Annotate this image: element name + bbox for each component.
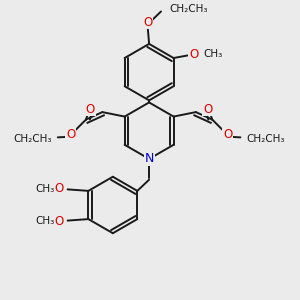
Text: CH₂CH₃: CH₂CH₃ bbox=[13, 134, 52, 144]
Text: N: N bbox=[144, 152, 154, 165]
Text: O: O bbox=[54, 215, 63, 228]
Text: O: O bbox=[223, 128, 232, 142]
Text: O: O bbox=[143, 16, 152, 29]
Text: O: O bbox=[189, 48, 198, 61]
Text: O: O bbox=[66, 128, 75, 142]
Text: CH₃: CH₃ bbox=[203, 49, 223, 59]
Text: CH₃: CH₃ bbox=[35, 184, 54, 194]
Text: CH₂CH₃: CH₂CH₃ bbox=[169, 4, 208, 14]
Text: O: O bbox=[203, 103, 212, 116]
Text: O: O bbox=[86, 103, 95, 116]
Text: O: O bbox=[54, 182, 63, 195]
Text: CH₂CH₃: CH₂CH₃ bbox=[246, 134, 285, 144]
Text: CH₃: CH₃ bbox=[35, 216, 54, 226]
